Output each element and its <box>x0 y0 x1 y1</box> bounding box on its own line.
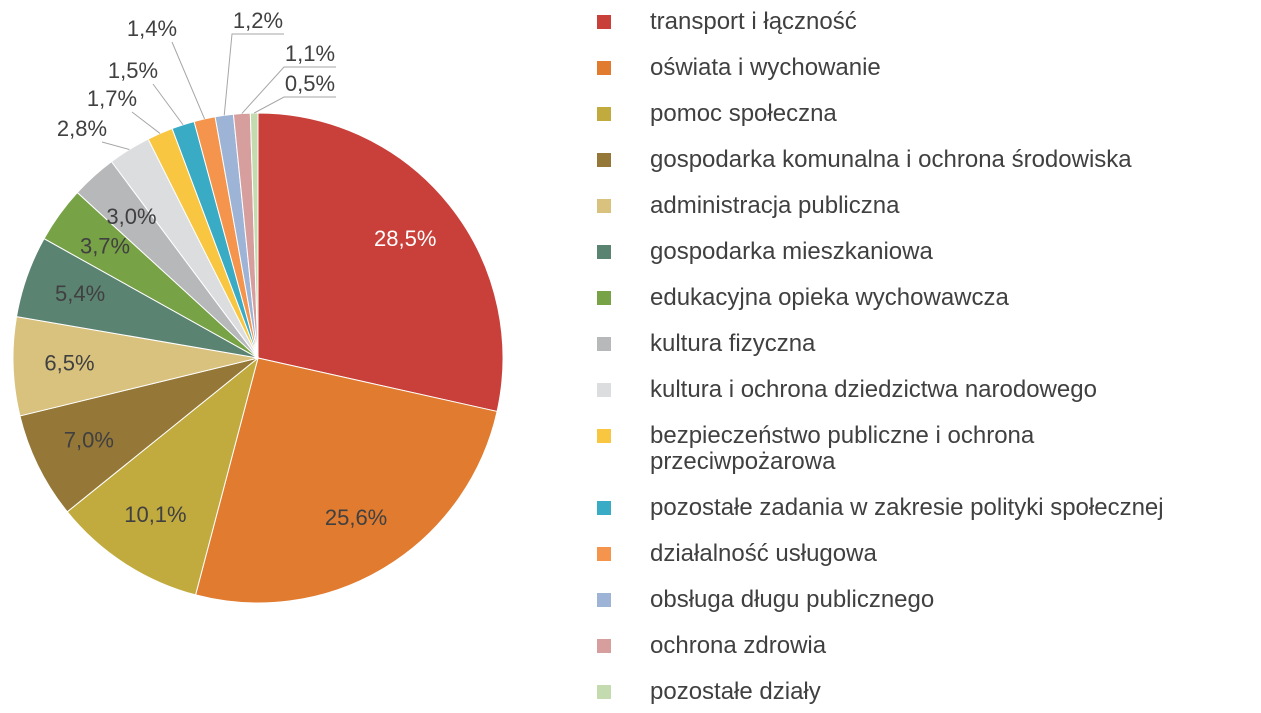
legend-label: gospodarka mieszkaniowa <box>650 238 933 265</box>
legend-swatch <box>597 685 611 699</box>
leader-line <box>131 111 161 134</box>
legend-label: działalność usługowa <box>650 540 877 567</box>
legend-item: kultura fizyczna <box>592 331 1210 357</box>
pie-slice <box>66 356 259 596</box>
leader-line <box>171 41 206 120</box>
legend-label: administracja publiczna <box>650 192 900 219</box>
legend-swatch <box>597 639 611 653</box>
legend-swatch <box>597 153 611 167</box>
legend-label: edukacyjna opieka wychowawcza <box>650 284 1009 311</box>
legend-label: oświata i wychowanie <box>650 54 881 81</box>
data-label: 5,4% <box>55 281 105 306</box>
data-label: 1,1% <box>285 41 335 66</box>
pie-slice <box>19 357 259 513</box>
legend-label: obsługa długu publicznego <box>650 586 935 613</box>
legend-label: ochrona zdrowia <box>650 632 827 659</box>
legend-label: kultura fizyczna <box>650 330 816 357</box>
legend-swatch <box>597 291 611 305</box>
leader-line <box>253 96 336 114</box>
pie-chart: 28,5% 25,6% 10,1% 7,0% 6,5% 5,4% 3,7% 3,0% 2,8% 1… <box>12 8 504 604</box>
data-label: 6,5% <box>44 350 94 375</box>
legend-swatch <box>597 337 611 351</box>
data-label: 1,7% <box>87 86 137 111</box>
legend-swatch <box>597 61 611 75</box>
legend-item: pozostałe działy <box>592 679 1210 705</box>
legend-swatch <box>597 501 611 515</box>
data-label: 7,0% <box>64 427 114 452</box>
legend-label: kultura i ochrona dziedzictwa narodowego <box>650 376 1097 403</box>
legend-swatch <box>597 593 611 607</box>
legend: transport i łączność oświata i wychowanie… <box>592 9 1222 713</box>
leader-line <box>223 33 284 116</box>
pie-slice <box>194 357 498 604</box>
legend-swatch <box>597 245 611 259</box>
legend-swatch <box>597 547 611 561</box>
legend-label: pozostałe zadania w zakresie polityki sp… <box>650 494 1164 521</box>
legend-item: obsługa długu publicznego <box>592 587 1210 613</box>
legend-item: działalność usługowa <box>592 541 1210 567</box>
legend-label: gospodarka komunalna i ochrona środowisk… <box>650 146 1132 173</box>
legend-item: oświata i wychowanie <box>592 55 1210 81</box>
legend-label: pomoc społeczna <box>650 100 837 127</box>
legend-swatch <box>597 107 611 121</box>
data-label: 10,1% <box>124 502 186 527</box>
legend-item: pozostałe zadania w zakresie polityki sp… <box>592 495 1210 521</box>
legend-label: transport i łączność <box>650 8 857 35</box>
leader-line <box>152 83 184 126</box>
legend-swatch <box>597 199 611 213</box>
legend-item: transport i łączność <box>592 9 1210 35</box>
legend-item: gospodarka komunalna i ochrona środowisk… <box>592 147 1210 173</box>
legend-item: kultura i ochrona dziedzictwa narodowego <box>592 377 1210 403</box>
legend-item: gospodarka mieszkaniowa <box>592 239 1210 265</box>
legend-item: administracja publiczna <box>592 193 1210 219</box>
data-label: 1,4% <box>127 16 177 41</box>
data-label: 0,5% <box>285 71 335 96</box>
data-label: 2,8% <box>57 116 107 141</box>
legend-label: pozostałe działy <box>650 678 821 705</box>
legend-label: bezpieczeństwo publiczne i ochrona przec… <box>650 422 1035 475</box>
data-label: 1,5% <box>108 58 158 83</box>
leader-line <box>101 141 130 150</box>
data-label: 25,6% <box>325 505 387 530</box>
leader-line <box>241 66 336 114</box>
data-label: 3,0% <box>106 204 156 229</box>
data-label: 1,2% <box>233 8 283 33</box>
pie-slice <box>249 112 259 359</box>
data-label: 3,7% <box>80 233 130 258</box>
pie-slice <box>257 112 504 413</box>
data-label: 28,5% <box>374 226 436 251</box>
legend-item: bezpieczeństwo publiczne i ochrona przec… <box>592 423 1210 475</box>
legend-swatch <box>597 383 611 397</box>
legend-item: ochrona zdrowia <box>592 633 1210 659</box>
legend-swatch <box>597 429 611 443</box>
legend-swatch <box>597 15 611 29</box>
legend-item: pomoc społeczna <box>592 101 1210 127</box>
legend-item: edukacyjna opieka wychowawcza <box>592 285 1210 311</box>
